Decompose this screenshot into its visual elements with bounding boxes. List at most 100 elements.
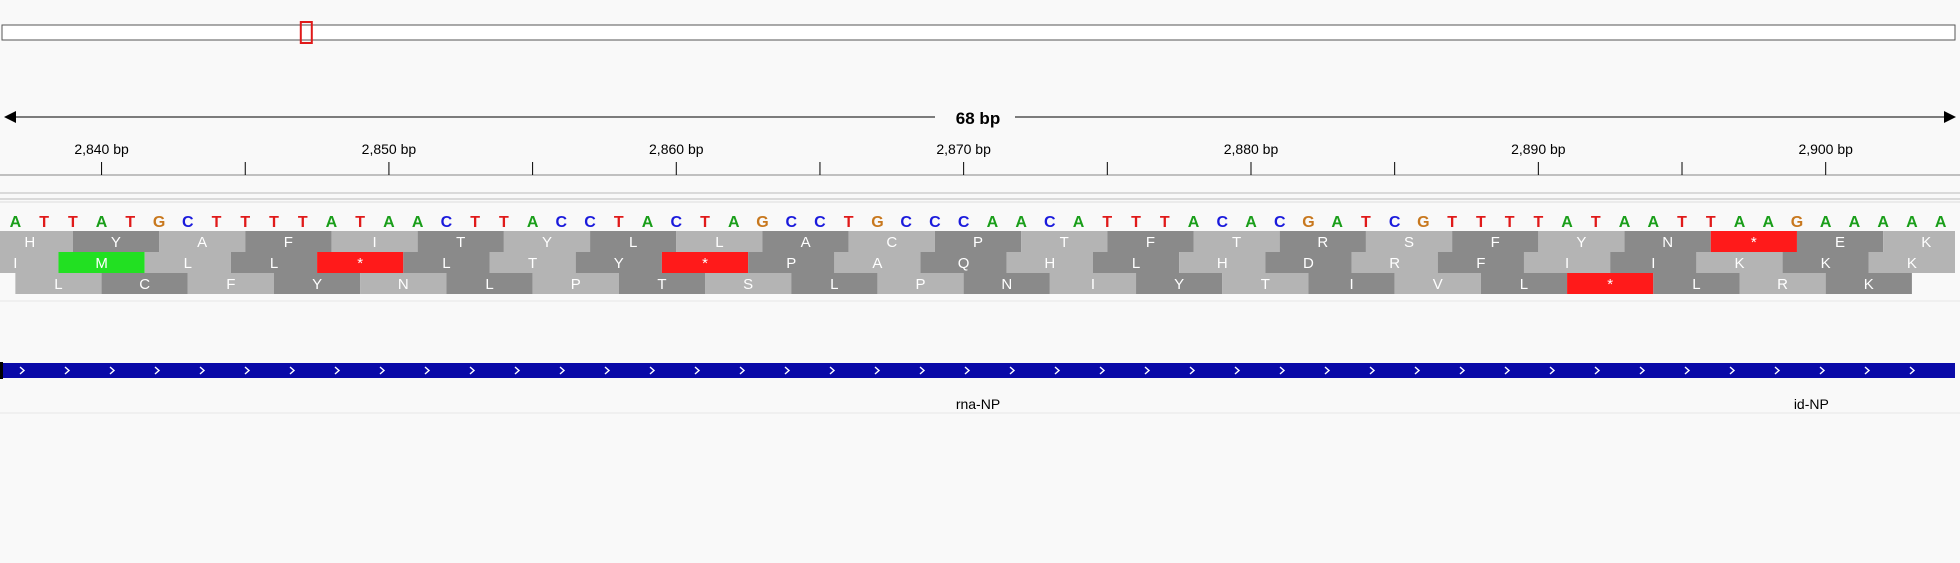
strand-arrow-icon [1729,366,1736,375]
sequence-base: C [1274,214,1286,231]
amino-acid-label: A [801,234,811,251]
sequence-base: G [1417,214,1429,231]
strand-arrow-icon [1594,366,1601,375]
strand-arrow-icon [1639,366,1646,375]
amino-acid-label: F [226,276,235,293]
amino-acid [1365,231,1453,252]
feature-label[interactable]: rna-NP [956,396,1000,412]
amino-acid [245,231,332,252]
stop-codon [1710,231,1797,252]
sequence-base: C [929,214,941,231]
amino-acid-label: F [1476,255,1485,272]
amino-acid-label: T [456,234,465,251]
sequence-base: A [728,214,740,231]
sequence-base: C [958,214,970,231]
amino-acid [417,231,504,252]
strand-arrow-icon [1234,366,1241,375]
amino-acid [159,231,246,252]
amino-acid-label: I [13,255,17,272]
amino-acid [532,273,619,294]
amino-acid-label: * [1751,234,1757,251]
feature-label[interactable]: id-NP [1794,396,1829,412]
sequence-base: A [1647,214,1659,231]
amino-acid [72,231,160,252]
amino-acid [1265,252,1352,273]
translation-track[interactable]: H Y A F I T Y L L A C P T F T R S F Y N * E KI M L L * L T Y * P A Q H L H D R… [0,231,1955,294]
start-codon [58,252,145,273]
amino-acid-label: L [1132,255,1140,272]
chromosome-ideogram[interactable] [1,21,1956,44]
gene-feature-bar[interactable] [0,363,1955,378]
amino-acid [575,252,662,273]
ruler-track: 68 bp 2,840 bp 2,850 bp 2,860 bp 2,870 bp 2,… [0,105,1960,176]
amino-acid [1480,273,1568,294]
amino-acid [1624,231,1711,252]
strand-arrow-icon [334,366,341,375]
amino-acid-label: H [1044,255,1055,272]
amino-acid-label: P [916,276,926,293]
sequence-base: C [1044,214,1056,231]
amino-acid-label: V [1433,276,1443,293]
strand-arrow-icon [514,366,521,375]
amino-acid-label: N [1662,234,1673,251]
amino-acid [1452,231,1539,252]
amino-acid-label: L [715,234,723,251]
gene-track[interactable]: rna-NP id-NP [0,362,1960,414]
sequence-base: C [441,214,453,231]
sequence-base: A [1906,214,1918,231]
amino-acid-label: T [1261,276,1270,293]
amino-acid [1653,273,1740,294]
amino-acid [1179,252,1266,273]
ruler-tick-label: 2,840 bp [74,141,129,157]
amino-acid-label: L [442,255,450,272]
amino-acid [187,273,274,294]
sequence-base: A [326,214,338,231]
strand-arrow-icon [874,366,881,375]
sequence-base: T [1361,214,1371,231]
amino-acid [1222,273,1309,294]
ruler-tick-label: 2,860 bp [649,141,704,157]
amino-acid-label: I [372,234,376,251]
amino-acid-label: N [398,276,409,293]
amino-acid-label: L [270,255,278,272]
strand-arrow-icon [289,366,296,375]
amino-acid [1351,252,1438,273]
sequence-base: C [900,214,912,231]
amino-acid [1825,273,1912,294]
sequence-base: A [1877,214,1889,231]
amino-acid-label: L [629,234,637,251]
strand-arrow-icon [1279,366,1286,375]
amino-acid [1308,273,1395,294]
strand-arrow-icon [1144,366,1151,375]
sequence-base: A [96,214,108,231]
amino-acid-label: S [743,276,753,293]
amino-acid [1782,252,1869,273]
amino-acid [1049,273,1137,294]
amino-acid-label: K [1921,234,1931,251]
amino-acid-label: M [95,255,108,272]
amino-acid [1883,231,1955,252]
sequence-base: A [1073,214,1085,231]
sequence-base: G [1791,214,1803,231]
amino-acid [1868,252,1955,273]
sequence-base: A [1820,214,1832,231]
sequence-base: T [240,214,250,231]
amino-acid [360,273,447,294]
amino-acid [1193,231,1280,252]
ruler-tick-label: 2,890 bp [1511,141,1566,157]
amino-acid-label: R [1777,276,1788,293]
amino-acid-label: F [284,234,293,251]
strand-arrow-icon [1414,366,1421,375]
amino-acid-label: T [1232,234,1241,251]
amino-acid [762,231,849,252]
amino-acid [273,273,361,294]
ideogram-current-region[interactable] [299,21,313,44]
sequence-base: T [499,214,509,231]
amino-acid [1696,252,1783,273]
sequence-base: A [1245,214,1257,231]
sequence-base: A [1849,214,1861,231]
amino-acid [1437,252,1524,273]
amino-acid [1136,273,1223,294]
